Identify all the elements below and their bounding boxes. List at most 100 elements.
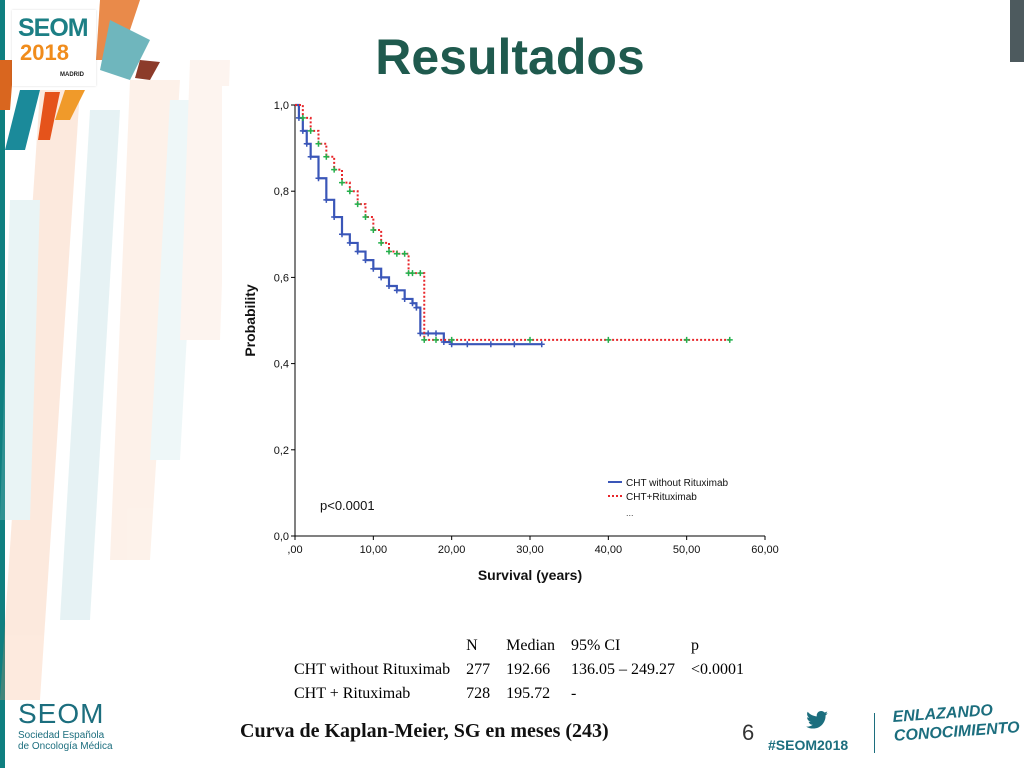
table-cell: -: [571, 685, 577, 702]
censor-mark: [413, 304, 420, 311]
censor-mark: [378, 274, 385, 281]
censor-mark: [417, 330, 424, 337]
seom-footer-name: SEOM: [18, 698, 105, 729]
table-row: CHT without Rituximab 277 192.66 136.05 – 2…: [286, 658, 752, 682]
censor-mark: [331, 214, 338, 221]
censor-mark: [433, 330, 439, 337]
censor-mark: [331, 166, 338, 173]
slide-title: Resultados: [375, 29, 645, 85]
censor-mark: [401, 250, 408, 257]
kaplan-meier-chart: 0,0 0,2 0,4 0,6 0,8 1,0 ,00 10,00 20,00 30,00 40,0…: [242, 100, 779, 583]
seom-footer-logo: SEOM Sociedad Española de Oncología Médi…: [18, 698, 128, 752]
footer-divider: [874, 713, 875, 753]
censor-mark: [378, 239, 385, 246]
table-cell: CHT + Rituximab: [294, 685, 411, 702]
y-axis-label: Probability: [242, 284, 258, 357]
censor-mark: [409, 300, 416, 307]
censor-mark: [315, 175, 322, 182]
x-axis-label: Survival (years): [478, 567, 582, 583]
table-cell: 728: [466, 685, 491, 702]
table-cell: 136.05 – 249.27: [571, 661, 676, 678]
twitter-icon: [806, 711, 828, 729]
table-cell: 195.72: [506, 685, 551, 702]
table-cell: Median: [506, 637, 556, 654]
table-cell: <0.0001: [691, 661, 745, 678]
censor-mark: [346, 188, 353, 195]
censor-mark: [538, 341, 545, 348]
y-tick-label: 0,6: [274, 272, 289, 284]
enlazando-conocimiento-logo: ENLAZANDO CONOCIMIENTO: [892, 699, 1020, 746]
censor-mark: [433, 336, 439, 343]
y-tick-label: 0,2: [274, 445, 289, 457]
left-accent-bar: [0, 0, 5, 768]
censor-mark: [401, 295, 408, 302]
page-number: 6: [742, 720, 755, 745]
censor-mark: [323, 153, 330, 160]
legend-label: CHT+Rituximab: [626, 492, 697, 503]
censor-mark: [726, 336, 733, 343]
y-tick-label: 0,4: [274, 359, 289, 371]
table-cell: N: [466, 637, 478, 654]
x-tick-label: 30,00: [516, 544, 544, 556]
censor-mark: [299, 114, 306, 121]
censor-mark: [354, 201, 361, 208]
censor-mark: [362, 257, 369, 264]
censor-mark: [307, 127, 314, 134]
table-cell: p: [691, 637, 700, 654]
censor-mark: [425, 330, 432, 337]
table-cell: CHT without Rituximab: [294, 661, 451, 678]
censor-mark: [448, 336, 455, 343]
legend-extra: ...: [626, 508, 634, 518]
series-line-rituximab: [295, 104, 730, 341]
logo-city: MADRID: [60, 72, 84, 78]
y-tick-label: 0,8: [274, 186, 289, 198]
x-tick-label: 20,00: [438, 544, 466, 556]
censor-mark: [386, 248, 392, 255]
censor-mark: [393, 250, 400, 257]
logo-brand: SEOM: [18, 14, 89, 42]
censor-mark: [409, 270, 416, 277]
censor-mark: [683, 336, 690, 343]
top-right-tab: [1010, 0, 1024, 62]
table-cell: [683, 682, 752, 706]
y-tick-label: 1,0: [274, 100, 289, 112]
censor-mark: [354, 248, 361, 255]
seom-footer-line2: de Oncología Médica: [18, 741, 113, 752]
x-tick-label: 60,00: [751, 544, 779, 556]
decorative-stripes: [0, 0, 230, 700]
censor-mark: [315, 140, 322, 147]
censor-mark: [299, 127, 306, 134]
censor-mark: [487, 341, 494, 348]
censor-mark: [346, 239, 353, 246]
seom-footer-line1: Sociedad Española: [18, 730, 105, 741]
censor-mark: [339, 231, 345, 238]
censor-mark: [303, 140, 310, 147]
censor-mark: [307, 153, 314, 160]
censor-mark: [370, 226, 377, 233]
legend-label: CHT without Rituximab: [626, 478, 729, 489]
chart-panel: [222, 86, 788, 590]
series-line-cht: [295, 103, 542, 346]
table-header-row: N Median 95% CI p: [286, 634, 752, 658]
censor-mark: [440, 339, 447, 346]
table-cell: [286, 634, 458, 658]
logo-year: 2018: [20, 40, 69, 65]
table-cell: 277: [466, 661, 491, 678]
x-tick-label: 50,00: [673, 544, 701, 556]
survival-stats-table: N Median 95% CI p CHT without Rituximab 277 19…: [286, 634, 752, 706]
p-value-annotation: p<0.0001: [320, 498, 375, 513]
censor-mark: [370, 265, 377, 272]
censor-mark: [464, 341, 471, 348]
censor-mark: [421, 336, 428, 343]
y-tick-label: 0,0: [274, 531, 289, 543]
x-tick-label: ,00: [287, 544, 302, 556]
x-tick-label: 40,00: [595, 544, 623, 556]
figure-caption: Curva de Kaplan-Meier, SG en meses (243): [240, 720, 609, 742]
censor-mark: [339, 179, 345, 186]
table-cell: 95% CI: [571, 637, 621, 654]
censor-mark: [605, 336, 612, 343]
censor-mark: [323, 196, 330, 203]
censor-mark: [393, 287, 400, 294]
table-cell: 192.66: [506, 661, 551, 678]
x-tick-label: 10,00: [360, 544, 388, 556]
